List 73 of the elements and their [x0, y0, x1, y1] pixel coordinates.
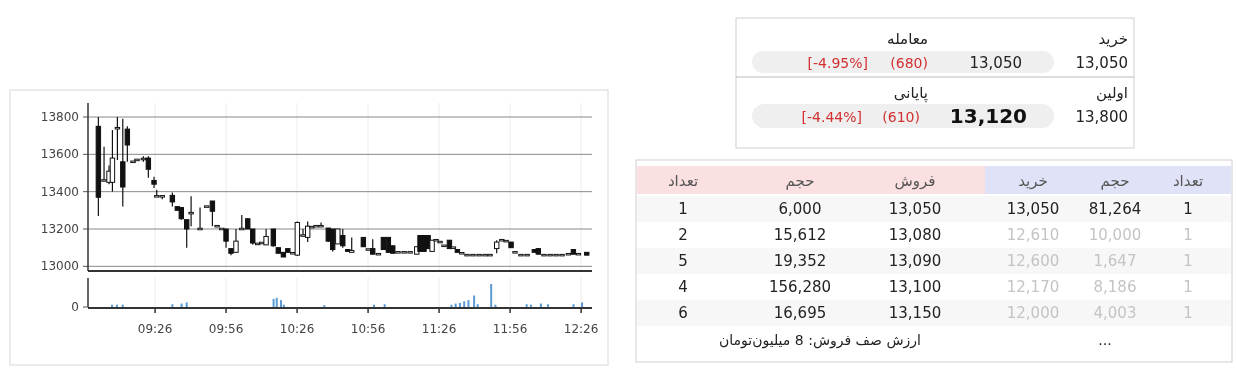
text: 2 [678, 226, 688, 244]
category-label: حجم [1100, 172, 1130, 190]
text: 13,100 [888, 278, 942, 296]
bar [490, 284, 493, 307]
text: (680) [890, 55, 928, 71]
text: 6 [678, 304, 688, 322]
text: 1 [678, 200, 688, 218]
text: 4 [678, 278, 688, 296]
text: 10,000 [1088, 226, 1142, 244]
text: 1 [1183, 278, 1193, 296]
text: 13,050 [1006, 200, 1060, 218]
y-tick-label: 13800 [40, 110, 79, 124]
text: 13,080 [888, 226, 942, 244]
bar [463, 301, 466, 307]
bar [546, 304, 549, 307]
text: 1 [1183, 200, 1193, 218]
bar [473, 295, 476, 307]
y-tick-label: 13400 [40, 184, 79, 199]
x-tick-label: 12:26 [563, 322, 599, 336]
bar [467, 300, 470, 307]
text: 16,695 [773, 304, 827, 322]
x-tick-label: 09:56 [208, 322, 244, 336]
bar [185, 302, 188, 307]
bar [275, 297, 278, 307]
y-tick-label: 13200 [40, 222, 79, 236]
bar [572, 304, 575, 307]
text: 13,050 [888, 200, 942, 218]
text: 12,610 [1006, 226, 1060, 244]
category-label: حجم [785, 172, 815, 190]
text: ارزش صف فروش: 8 میلیون‌تومان [719, 332, 921, 349]
bar [458, 302, 461, 307]
text: 0 [71, 300, 79, 314]
text: (610) [882, 109, 920, 125]
text: 13,150 [888, 304, 942, 322]
bar [383, 304, 386, 307]
text: 156,280 [768, 278, 832, 296]
text: 12,170 [1006, 278, 1060, 296]
y-tick-label: 13000 [40, 259, 79, 274]
text: معامله [887, 30, 928, 48]
text: 13,050 [969, 54, 1022, 72]
bar [279, 300, 282, 307]
text: 13,090 [888, 252, 942, 270]
x-tick-label: 11:56 [492, 322, 528, 336]
text: 13,800 [1075, 108, 1128, 126]
text: 1 [1183, 226, 1193, 244]
x-tick-label: 10:56 [350, 322, 386, 336]
text: [-4.95%] [807, 55, 868, 71]
bar [581, 302, 584, 307]
x-tick-label: 11:26 [421, 322, 457, 336]
bar [525, 304, 528, 307]
text: 13,120 [949, 104, 1027, 128]
text: 6,000 [778, 200, 822, 218]
category-label: تعداد [1172, 172, 1204, 190]
category-label: خرید [1018, 172, 1048, 190]
text: پایانی [893, 84, 928, 103]
text: 13,050 [1075, 54, 1128, 72]
text: [-4.44%] [801, 109, 862, 125]
text: 5 [678, 252, 688, 270]
x-tick-label: 09:26 [137, 322, 173, 336]
bar [272, 298, 275, 307]
text: 15,612 [773, 226, 827, 244]
text: 8,186 [1093, 278, 1137, 296]
text: 81,264 [1088, 200, 1142, 218]
text: اولین [1096, 84, 1128, 102]
y-tick-label: 13600 [40, 147, 79, 162]
text: 19,352 [773, 252, 827, 270]
x-tick-label: 10:26 [279, 322, 315, 336]
text: ... [1098, 332, 1112, 348]
bar [171, 304, 174, 307]
category-label: تعداد [667, 172, 699, 190]
category-label: فروش [894, 172, 936, 190]
bar [476, 304, 479, 307]
text: خرید [1098, 30, 1128, 48]
